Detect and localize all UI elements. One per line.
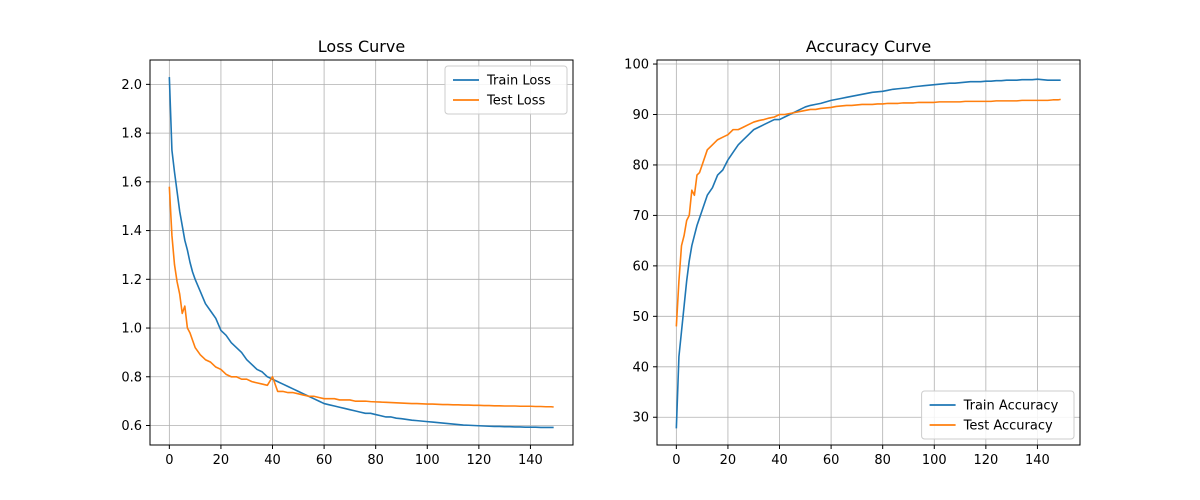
loss-ytick-label-4: 1.4 <box>121 224 142 239</box>
accuracy-ytick-label-6: 90 <box>632 108 649 123</box>
accuracy-ytick-label-7: 100 <box>624 58 649 73</box>
loss-xtick-label-1: 20 <box>213 453 230 468</box>
accuracy-series-line-1 <box>675 98 1061 327</box>
accuracy-xtick-label-2: 40 <box>771 453 788 468</box>
accuracy-chart: 0 20 40 60 80 100 120 140 30 40 50 60 70 80 90 100 Accur… <box>624 37 1081 468</box>
loss-ytick-label-7: 2.0 <box>121 78 142 93</box>
accuracy-chart-title: Accuracy Curve <box>806 37 931 56</box>
loss-series-line-1 <box>168 186 554 408</box>
loss-xtick-label-0: 0 <box>165 453 173 468</box>
accuracy-plot-area <box>657 60 1080 445</box>
accuracy-xtick-label-4: 80 <box>874 453 891 468</box>
accuracy-ytick-label-3: 60 <box>632 259 649 274</box>
loss-chart-title: Loss Curve <box>318 37 405 56</box>
accuracy-xtick-label-0: 0 <box>672 453 680 468</box>
loss-ytick-label-1: 0.8 <box>121 370 142 385</box>
loss-series-line-0 <box>168 77 554 429</box>
loss-chart: 0 20 40 60 80 100 120 140 0.6 0.8 1.0 1.2 1.4 1.6 1.8 2… <box>121 37 574 468</box>
accuracy-xtick-label-3: 60 <box>823 453 840 468</box>
accuracy-axes-frame <box>656 59 1081 446</box>
loss-legend-label-0: Train Loss <box>486 74 551 89</box>
loss-ytick-label-0: 0.6 <box>121 419 142 434</box>
loss-ytick-label-5: 1.6 <box>121 175 142 190</box>
accuracy-ytick-label-0: 30 <box>632 411 649 426</box>
loss-plot-area <box>150 60 573 445</box>
accuracy-legend-box <box>921 390 1075 440</box>
loss-axes-frame <box>149 59 574 446</box>
loss-xtick-label-4: 80 <box>367 453 384 468</box>
accuracy-ytick-label-1: 40 <box>632 360 649 375</box>
loss-xtick-label-6: 120 <box>466 453 491 468</box>
loss-legend-label-1: Test Loss <box>486 94 545 109</box>
accuracy-ytick-label-4: 70 <box>632 209 649 224</box>
accuracy-xtick-label-6: 120 <box>973 453 998 468</box>
loss-legend-box <box>444 65 568 115</box>
loss-ytick-label-6: 1.8 <box>121 127 142 142</box>
loss-xtick-label-3: 60 <box>316 453 333 468</box>
accuracy-series-line-0 <box>675 78 1061 429</box>
accuracy-legend-label-0: Train Accuracy <box>963 399 1059 414</box>
loss-xtick-label-7: 140 <box>518 453 543 468</box>
loss-xtick-label-5: 100 <box>415 453 440 468</box>
accuracy-ytick-label-2: 50 <box>632 310 649 325</box>
loss-ytick-label-2: 1.0 <box>121 322 142 337</box>
accuracy-ytick-label-5: 80 <box>632 158 649 173</box>
loss-xtick-label-2: 40 <box>264 453 281 468</box>
accuracy-xtick-label-5: 100 <box>922 453 947 468</box>
loss-ytick-label-3: 1.2 <box>121 273 142 288</box>
accuracy-xtick-label-1: 20 <box>720 453 737 468</box>
accuracy-xtick-label-7: 140 <box>1025 453 1050 468</box>
accuracy-legend-label-1: Test Accuracy <box>963 419 1053 434</box>
